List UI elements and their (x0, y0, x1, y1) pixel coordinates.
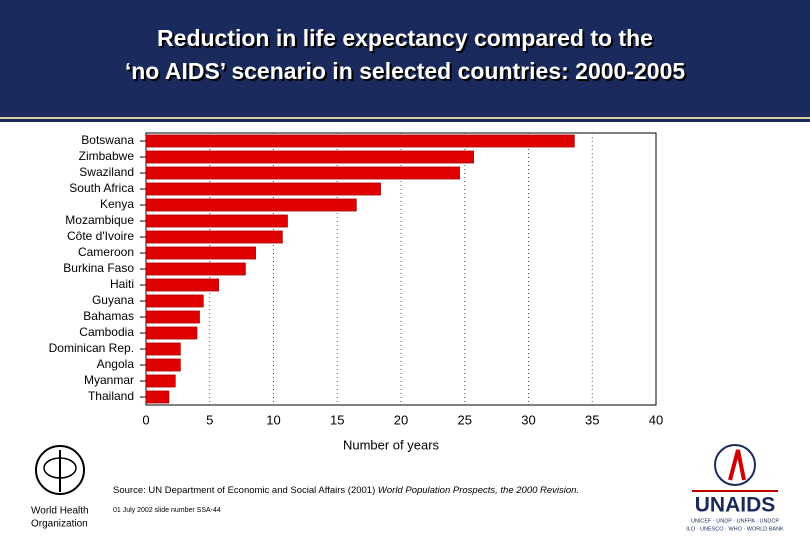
y-tick-label: Thailand (88, 389, 134, 403)
y-tick-label: Côte d'Ivoire (67, 229, 134, 243)
bar (145, 374, 176, 388)
x-tick-label: 25 (458, 412, 472, 427)
title: Reduction in life expectancy compared to… (125, 25, 688, 86)
who-emblem (35, 445, 85, 495)
bar (145, 182, 381, 196)
y-tick-label: Mozambique (65, 213, 134, 227)
x-tick-label: 35 (585, 412, 599, 427)
y-tick-label: Bahamas (83, 309, 134, 323)
y-tick-label: Cambodia (79, 325, 134, 339)
y-tick-label: South Africa (69, 181, 134, 195)
x-axis-label: Number of years (343, 437, 440, 452)
x-tick-label: 20 (394, 412, 408, 427)
bar (145, 262, 246, 276)
bar (145, 246, 256, 260)
y-tick-label: Kenya (100, 197, 134, 211)
bar (145, 198, 357, 212)
who-text: Organization (31, 519, 88, 530)
unaids-sponsors: UNICEF · UNDP · UNFPA · UNDCP (691, 518, 779, 524)
bar (145, 278, 219, 292)
x-tick-label: 0 (142, 412, 149, 427)
x-tick-label: 10 (266, 412, 280, 427)
bar (145, 134, 575, 148)
bar (145, 342, 181, 356)
bar (145, 230, 283, 244)
unaids-sponsors: ILO · UNESCO · WHO · WORLD BANK (686, 526, 784, 532)
who-logo: World Health Organization (31, 445, 89, 530)
bar (145, 294, 204, 308)
unaids-logo: UNAIDS UNICEF · UNDP · UNFPA · UNDCP ILO… (686, 444, 784, 532)
bar (145, 310, 200, 324)
y-tick-label: Haiti (110, 277, 134, 291)
x-tick-label: 15 (330, 412, 344, 427)
bar (145, 358, 181, 372)
y-tick-label: Cameroon (78, 245, 134, 259)
x-tick-label: 30 (521, 412, 535, 427)
y-tick-label: Botswana (81, 133, 134, 147)
title-shadow: ‘no AIDS’ scenario in selected countries… (127, 60, 688, 86)
source: Source: UN Department of Economic and So… (113, 485, 579, 496)
bar (145, 326, 198, 340)
x-tick-label: 5 (206, 412, 213, 427)
bar (145, 150, 474, 164)
x-tick-label: 40 (649, 412, 663, 427)
unaids-name: UNAIDS (695, 494, 776, 517)
content-panel (0, 122, 810, 540)
who-globe (43, 457, 77, 479)
title-shadow: Reduction in life expectancy compared to… (159, 27, 655, 53)
who-text: World Health (31, 506, 89, 517)
source-text: Source: UN Department of Economic and So… (113, 485, 375, 496)
y-tick-label: Guyana (92, 293, 134, 307)
bar (145, 390, 170, 404)
title-line: ‘no AIDS’ scenario in selected countries… (125, 58, 686, 84)
red-ribbon (728, 449, 746, 481)
y-tick-label: Swaziland (79, 165, 134, 179)
y-tick-label: Angola (97, 357, 135, 371)
unaids-emblem (714, 444, 756, 486)
y-tick-label: Burkina Faso (63, 261, 134, 275)
title-line: Reduction in life expectancy compared to… (157, 25, 653, 51)
bar (145, 166, 460, 180)
bar (145, 214, 288, 228)
footer: 01 July 2002 slide number SSA-44 (113, 507, 221, 514)
y-tick-label: Zimbabwe (79, 149, 135, 163)
source-publication: World Population Prospects, the 2000 Rev… (378, 485, 579, 496)
y-tick-label: Myanmar (84, 373, 134, 387)
y-tick-label: Dominican Rep. (49, 341, 134, 355)
